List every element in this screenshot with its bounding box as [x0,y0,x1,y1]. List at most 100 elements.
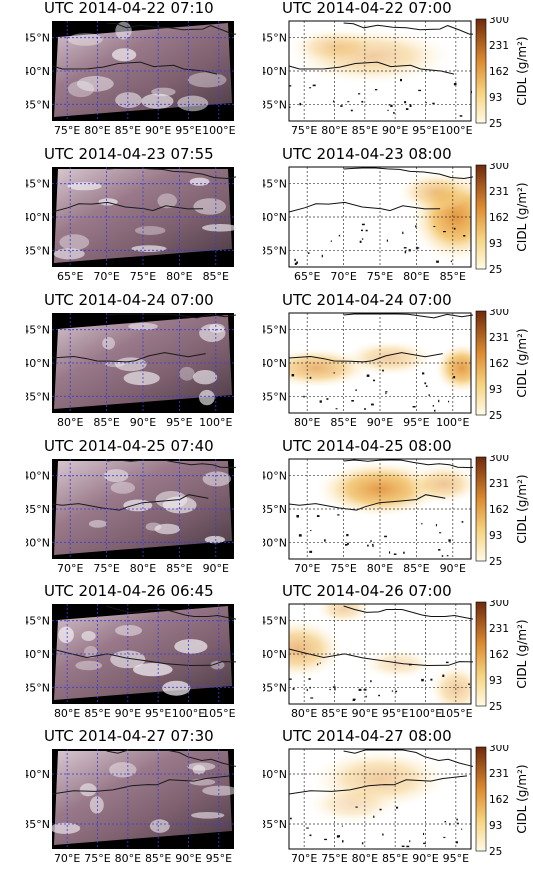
speckle [443,231,446,233]
speckle [455,841,458,844]
satellite-panel-title: UTC 2014-04-24 07:00 [44,291,214,309]
speckle [324,539,326,542]
map-frame [288,458,472,560]
colorbar-label: CIDL (g/m²) [515,328,529,397]
speckle [424,382,427,385]
cloud-patch [162,680,191,696]
cloud-patch [88,520,107,528]
speckle [387,109,389,111]
speckle [372,544,374,548]
latitude-tick-label: 45°N [26,32,50,45]
cloud-patch [89,796,104,814]
colorbar-tick-label: 162 [489,504,509,516]
longitude-tick-label: 65°E [57,270,83,283]
speckle [408,663,412,666]
latitude-tick-label: 40°N [263,357,287,370]
colorbar-tick-label: 162 [489,212,509,224]
speckle [453,376,456,379]
latitude-tick-label: 40°N [26,470,50,483]
border-line [288,61,455,75]
cidl-panel-title: UTC 2014-04-25 08:00 [282,437,452,455]
longitude-tick-label: 85°E [330,416,356,429]
speckle [415,246,418,250]
satellite-image-panel: 65°E 70°E 75°E 80°E 85°E 45°N 40°N 35°N [22,163,252,285]
latitude-tick-label: 45°N [263,178,287,191]
panel-row: UTC 2014-04-24 07:00 UTC 2014-04-24 07:00… [0,292,533,433]
cidl-colorbar: 300 231 162 93 25 CIDL (g/m²) [472,742,532,867]
latitude-tick-label: 35°N [26,503,50,516]
colorbar-scale [475,456,487,562]
cloud-patch [204,535,225,544]
speckle [308,678,311,680]
longitude-tick-label: 100°E [172,707,205,720]
latitude-tick-label: 35°N [263,244,287,257]
speckle [385,391,388,393]
speckle [434,409,436,412]
speckle [294,262,297,265]
speckle [294,258,296,262]
speckle [373,815,375,818]
cidl-map-panel: 70°E 75°E 80°E 85°E 90°E 40°N 35°N 30°N [259,455,482,577]
cloud-patch [202,471,231,487]
cloud-patch [141,93,174,109]
speckle [355,389,357,391]
speckle [333,372,335,374]
latitude-tick-label: 45°N [26,178,50,191]
map-frame [288,312,472,414]
speckle [438,399,440,403]
speckle [386,239,388,242]
border-line [288,494,446,511]
satellite-swath [54,606,232,700]
speckle [321,254,323,258]
cidl-colorbar: 300 231 162 93 25 CIDL (g/m²) [472,597,532,722]
panel-row: UTC 2014-04-23 07:55 UTC 2014-04-23 08:00… [0,146,533,287]
longitude-tick-label: 105°E [439,707,472,720]
longitude-tick-label: 100°E [202,124,235,137]
speckle [391,690,394,692]
border-line [343,749,484,767]
dust-load-area [407,464,471,504]
longitude-tick-label: 90°E [203,562,229,575]
longitude-tick-label: 70°E [330,270,356,283]
longitude-tick-label: 95°E [175,124,201,137]
speckle [379,808,382,811]
cidl-panel-title: UTC 2014-04-23 08:00 [282,145,452,163]
cloud-patch [187,72,227,88]
speckle [324,838,327,841]
speckle [430,678,433,681]
speckle [378,694,380,697]
speckle [296,515,299,518]
border-line [51,352,206,363]
speckle [405,108,409,110]
colorbar-tick-label: 300 [489,745,509,754]
latitude-tick-label: 40°N [263,470,287,483]
speckle [337,514,340,516]
longitude-tick-label: 100°E [409,707,442,720]
colorbar-label: CIDL (g/m²) [515,474,529,543]
longitude-tick-label: 85°E [145,852,171,865]
speckle [421,522,423,525]
longitude-tick-label: 85°E [440,270,466,283]
cloud-patch [210,660,225,670]
speckle [346,534,349,537]
colorbar-tick-label: 300 [489,309,509,318]
speckle [393,553,397,555]
speckle [317,663,319,666]
speckle [365,695,367,698]
colorbar-tick-label: 231 [489,478,509,490]
speckle [402,231,404,235]
speckle [306,827,309,829]
speckle [418,89,422,92]
latitude-tick-label: 35°N [263,818,287,831]
longitude-tick-label: 95°E [382,707,408,720]
longitude-tick-label: 70°E [294,562,320,575]
border-line [51,494,209,511]
longitude-tick-label: 100°E [439,124,472,137]
speckle [334,688,336,691]
speckle [421,678,424,682]
colorbar-label: CIDL (g/m²) [515,619,529,688]
colorbar-tick-label: 231 [489,768,509,780]
speckle [289,106,291,108]
